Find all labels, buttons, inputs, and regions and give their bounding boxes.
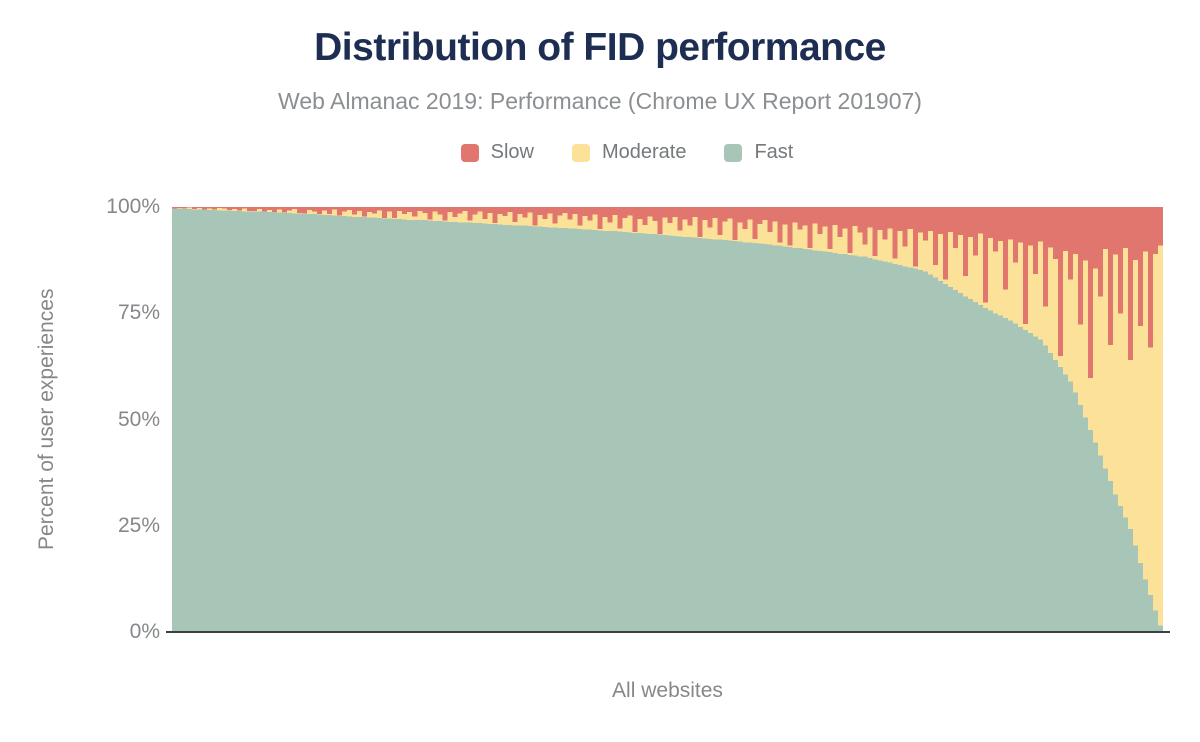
legend-label-slow: Slow — [490, 141, 534, 163]
legend-label-moderate: Moderate — [601, 141, 687, 163]
legend-item-fast: Fast — [724, 141, 793, 164]
legend-swatch-moderate — [571, 143, 590, 162]
y-tick-25: 25% — [117, 514, 160, 537]
x-axis-line — [166, 631, 1170, 633]
chart-title: Distribution of FID performance — [314, 26, 886, 69]
y-tick-75: 75% — [117, 301, 160, 324]
legend-swatch-slow — [460, 143, 479, 162]
legend-item-slow: Slow — [460, 141, 534, 164]
chart-subtitle: Web Almanac 2019: Performance (Chrome UX… — [278, 88, 922, 114]
y-tick-50: 50% — [117, 408, 160, 431]
x-axis-title: All websites — [612, 679, 723, 702]
chart-legend: Slow Moderate Fast — [27, 141, 1200, 164]
legend-item-moderate: Moderate — [571, 141, 687, 164]
legend-swatch-fast — [724, 143, 743, 162]
y-tick-0: 0% — [129, 620, 160, 643]
legend-label-fast: Fast — [754, 141, 794, 163]
chart-plot — [172, 207, 1163, 632]
y-tick-100: 100% — [106, 195, 160, 218]
